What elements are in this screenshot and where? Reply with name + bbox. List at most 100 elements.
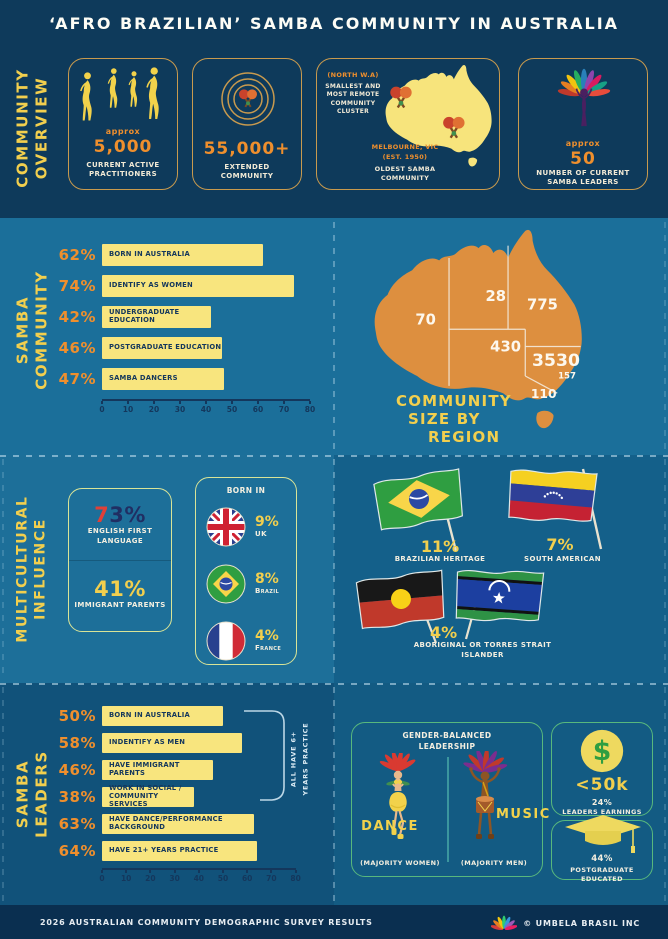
- bar-category-label: HAVE DANCE/PERFORMANCE BACKGROUND: [109, 815, 223, 831]
- bar-row: 63% HAVE DANCE/PERFORMANCE BACKGROUND: [56, 814, 296, 834]
- immigrant-parents-value: 41%: [94, 577, 146, 601]
- bar: WORK IN SOCIAL / COMMUNITY SERVICES: [102, 784, 194, 808]
- section-multicultural-influence: MULTICULTURAL INFLUENCE 73% ENGLISH FIRS…: [0, 455, 668, 683]
- region-value-wa: 70: [415, 311, 436, 328]
- card-gender-balanced-leadership: GENDER-BALANCED LEADERSHIP: [351, 722, 549, 877]
- carnival-leader-icon: [557, 68, 611, 127]
- graduation-cap-icon: [565, 815, 641, 853]
- x-axis-tick-label: 70: [278, 405, 290, 414]
- target-maracas-icon: [221, 72, 275, 126]
- region-value-nsw: 3530: [532, 351, 580, 371]
- born-brazil-label: Brazil: [255, 586, 280, 595]
- brazilian-heritage-label: BRAZILIAN HERITAGE: [394, 555, 486, 563]
- bar-category-label: BORN IN AUSTRALIA: [109, 711, 190, 720]
- bar-category-label: WORK IN SOCIAL / COMMUNITY SERVICES: [109, 784, 182, 808]
- bar-value-label: 62%: [58, 246, 96, 264]
- bar-row: 62% BORN IN AUSTRALIA: [56, 244, 310, 266]
- france-flag-icon: [206, 621, 246, 660]
- section-samba-community: SAMBA COMMUNITY 62% BORN IN AUSTRALIA 74% I…: [0, 218, 668, 455]
- leaders-bar-chart: 50% BORN IN AUSTRALIA 58% INDENTIFY AS MEN 4…: [56, 706, 301, 883]
- region-value-qld: 775: [527, 297, 558, 314]
- bar-row: 74% IDENTIFY AS WOMEN: [56, 275, 310, 297]
- svg-text:$: $: [593, 736, 612, 767]
- x-axis-tick-mark: [309, 401, 311, 404]
- x-axis-tick-label: 10: [122, 405, 134, 414]
- x-axis-tick-label: 80: [304, 405, 316, 414]
- bar-row: 58% INDENTIFY AS MEN: [56, 733, 296, 753]
- x-axis-tick-label: 20: [145, 874, 156, 883]
- x-axis-tick-mark: [246, 870, 249, 873]
- samba-dancer-woman-icon: [379, 753, 416, 839]
- section-label-community-overview: COMMUNITY OVERVIEW: [13, 68, 50, 188]
- extended-community-label: EXTENDED COMMUNITY: [220, 163, 274, 181]
- dance-label: DANCE: [361, 819, 419, 834]
- x-axis-tick-mark: [222, 870, 224, 873]
- x-axis-tick-mark: [270, 870, 273, 873]
- bar-value-label: 47%: [58, 370, 96, 388]
- bar: UNDERGRADUATE EDUCATION: [102, 306, 212, 328]
- dance-sub-label: (MAJORITY WOMEN): [360, 858, 440, 867]
- bar-category-label: POSTGRADUATE EDUCATION: [109, 343, 222, 352]
- bar-row: 46% POSTGRADUATE EDUCATION: [56, 337, 310, 359]
- bar-row: 38% WORK IN SOCIAL / COMMUNITY SERVICES: [56, 784, 296, 808]
- x-axis-tick-label: 0: [99, 405, 105, 414]
- born-in-row-uk: 9% UK: [196, 507, 296, 547]
- community-bar-chart: 62% BORN IN AUSTRALIA 74% IDENTIFY AS WOMEN…: [56, 244, 315, 414]
- bar-category-label: BORN IN AUSTRALIA: [109, 250, 190, 259]
- umbela-logo-icon: [491, 915, 518, 931]
- samba-drummer-man-icon: [463, 751, 508, 839]
- bar-value-label: 42%: [58, 308, 96, 326]
- x-axis-tick-label: 60: [252, 405, 264, 414]
- music-sub-label: (MAJORITY MEN): [460, 858, 528, 867]
- x-axis-tick-mark: [179, 401, 181, 404]
- earnings-pct: 24%: [591, 798, 613, 807]
- english-language-value: 73%: [94, 503, 146, 527]
- x-axis-tick-label: 50: [217, 874, 229, 883]
- practitioners-label: CURRENT ACTIVE PRACTITIONERS: [86, 161, 160, 179]
- footer: 2026 AUSTRALIAN COMMUNITY DEMOGRAPHIC SU…: [0, 905, 668, 939]
- card-samba-leaders-count: approx 50 NUMBER OF CURRENT SAMBA LEADER…: [518, 58, 648, 190]
- edge-dashes: [664, 222, 666, 451]
- bar-category-label: INDENTIFY AS MEN: [109, 738, 186, 747]
- section-separator-dashes: [0, 455, 668, 457]
- x-axis-tick-label: 30: [174, 405, 186, 414]
- map-title-line2: SIZE BY: [408, 410, 481, 428]
- bar-value-label: 63%: [58, 815, 96, 833]
- card-active-practitioners: approx 5,000 CURRENT ACTIVE PRACTITIONER…: [68, 58, 178, 190]
- x-axis-tick-mark: [283, 401, 285, 404]
- x-axis-tick-mark: [125, 870, 128, 873]
- region-value-vic: 110: [531, 387, 557, 401]
- x-axis-tick-label: 0: [99, 874, 105, 883]
- x-axis: 0 10 20 30 40 50 60 70 80: [99, 868, 301, 883]
- bar-value-label: 74%: [58, 277, 96, 295]
- aboriginal-tsi-value: 4%: [430, 623, 458, 642]
- bar-value-label: 50%: [58, 707, 96, 725]
- section-divider: [333, 222, 335, 451]
- leaders-count-label: NUMBER OF CURRENT SAMBA LEADERS: [536, 169, 630, 187]
- footer-source-text: 2026 AUSTRALIAN COMMUNITY DEMOGRAPHIC SU…: [40, 918, 373, 927]
- x-axis-tick-label: 40: [200, 405, 212, 414]
- aboriginal-tsi-label: ABORIGINAL OR TORRES STRAIT ISLANDER: [413, 641, 552, 659]
- bar: HAVE DANCE/PERFORMANCE BACKGROUND: [102, 814, 255, 834]
- earnings-label: LEADERS EARNINGS: [562, 808, 642, 817]
- melbourne-note-title: MELBOURNE, VIC: [371, 143, 439, 151]
- bar-value-label: 46%: [58, 761, 96, 779]
- bar-row: 46% HAVE IMMIGRANT PARENTS: [56, 760, 296, 780]
- section-separator-dashes: [0, 683, 668, 685]
- bar-row: 47% SAMBA DANCERS: [56, 368, 310, 390]
- immigrant-parents-label: IMMIGRANT PARENTS: [74, 601, 166, 609]
- uk-flag-icon: [206, 507, 246, 546]
- x-axis-tick-label: 20: [148, 405, 160, 414]
- card-extended-community: 55,000+ EXTENDED COMMUNITY: [192, 58, 302, 190]
- x-axis-tick-mark: [149, 870, 152, 873]
- bar: IDENTIFY AS WOMEN: [102, 275, 295, 297]
- education-label: POSTGRADUATE EDUCATED: [570, 865, 634, 883]
- torres-strait-islander-flag-icon: [453, 566, 545, 640]
- bar-category-label: UNDERGRADUATE EDUCATION: [109, 308, 180, 324]
- section-label-multicultural: MULTICULTURAL INFLUENCE: [14, 495, 49, 643]
- immigrant-parents-stat: 41% IMMIGRANT PARENTS: [69, 561, 171, 631]
- x-axis-tick-mark: [231, 401, 233, 404]
- bracket-annotation: [244, 710, 285, 801]
- page-title: ‘AFRO BRAZILIAN’ SAMBA COMMUNITY IN AUST…: [48, 14, 620, 33]
